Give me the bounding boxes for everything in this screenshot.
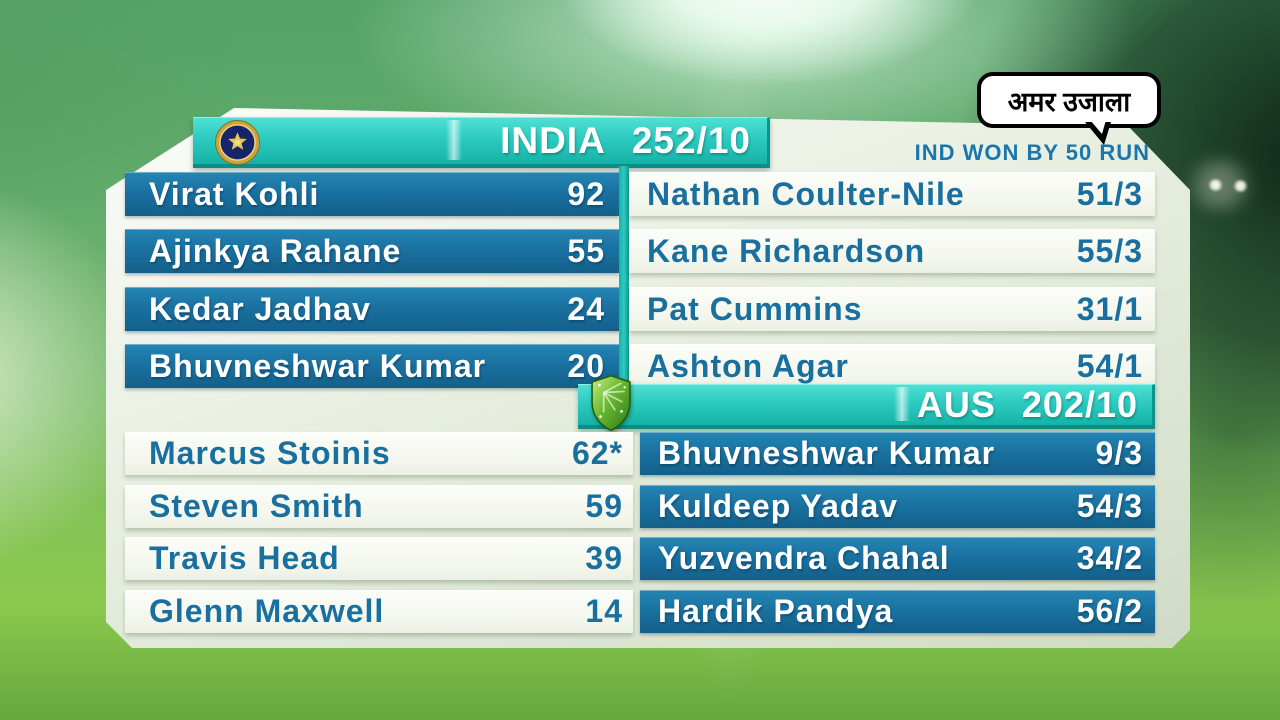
column-divider	[619, 166, 629, 386]
australia-team-name: AUS	[916, 384, 996, 425]
bowling-row: Pat Cummins 31/1	[629, 287, 1155, 331]
player-runs: 62*	[571, 435, 623, 471]
batting-row: Virat Kohli 92	[125, 172, 619, 216]
player-runs: 20	[567, 347, 605, 384]
bowler-figures: 31/1	[1076, 290, 1143, 327]
player-name: Glenn Maxwell	[149, 593, 385, 629]
player-name: Travis Head	[149, 540, 340, 576]
bowler-figures: 51/3	[1076, 175, 1143, 212]
player-runs: 14	[585, 593, 623, 629]
channel-logo-bubble: अमर उजाला	[977, 72, 1161, 145]
bowling-row: Ashton Agar 54/1	[629, 344, 1155, 388]
bowler-name: Kuldeep Yadav	[658, 488, 899, 524]
bowler-name: Bhuvneshwar Kumar	[658, 435, 996, 471]
india-header-bar: INDIA 252/10	[193, 117, 770, 168]
batting-row: Steven Smith 59	[125, 485, 633, 528]
channel-logo-text: अमर उजाला	[1007, 86, 1131, 117]
bcci-crest-icon	[214, 119, 261, 166]
gloss-highlight	[893, 387, 910, 421]
australia-score: 202/10	[1021, 384, 1138, 425]
player-runs: 59	[585, 488, 623, 524]
bowler-figures: 54/1	[1076, 347, 1143, 384]
bowler-name: Nathan Coulter-Nile	[647, 175, 965, 212]
player-runs: 92	[567, 175, 605, 212]
player-name: Virat Kohli	[149, 175, 320, 212]
bowler-figures: 34/2	[1076, 540, 1143, 576]
floodlight-icon	[1233, 180, 1248, 192]
bowler-name: Pat Cummins	[647, 290, 863, 327]
india-score: 252/10	[631, 120, 751, 161]
bowling-row: Kane Richardson 55/3	[629, 229, 1155, 273]
player-name: Ajinkya Rahane	[149, 232, 402, 269]
bowling-row: Hardik Pandya 56/2	[640, 590, 1155, 633]
bowling-row: Kuldeep Yadav 54/3	[640, 485, 1155, 528]
bowling-row: Nathan Coulter-Nile 51/3	[629, 172, 1155, 216]
speech-bubble-tail-inner	[1090, 120, 1106, 134]
batting-row: Ajinkya Rahane 55	[125, 229, 619, 273]
bowler-name: Ashton Agar	[647, 347, 849, 384]
australia-header-bar: AUS 202/10	[578, 384, 1155, 429]
player-runs: 24	[567, 290, 605, 327]
batting-row: Bhuvneshwar Kumar 20	[125, 344, 619, 388]
batting-row: Marcus Stoinis 62*	[125, 432, 633, 475]
floodlight-icon	[1208, 179, 1223, 191]
batting-row: Travis Head 39	[125, 537, 633, 580]
player-name: Marcus Stoinis	[149, 435, 391, 471]
bowling-row: Yuzvendra Chahal 34/2	[640, 537, 1155, 580]
bowler-name: Yuzvendra Chahal	[658, 540, 950, 576]
batting-row: Glenn Maxwell 14	[125, 590, 633, 633]
bowler-figures: 9/3	[1095, 435, 1143, 471]
bowler-figures: 55/3	[1076, 232, 1143, 269]
bowler-figures: 54/3	[1076, 488, 1143, 524]
gloss-highlight	[445, 120, 462, 160]
cricket-australia-shield-icon	[591, 374, 631, 432]
player-runs: 39	[585, 540, 623, 576]
batting-row: Kedar Jadhav 24	[125, 287, 619, 331]
bowler-figures: 56/2	[1076, 593, 1143, 629]
bowler-name: Hardik Pandya	[658, 593, 894, 629]
player-name: Kedar Jadhav	[149, 290, 371, 327]
bowling-row: Bhuvneshwar Kumar 9/3	[640, 432, 1155, 475]
player-runs: 55	[567, 232, 605, 269]
player-name: Steven Smith	[149, 488, 364, 524]
player-name: Bhuvneshwar Kumar	[149, 347, 487, 384]
india-team-name: INDIA	[500, 120, 606, 161]
bowler-name: Kane Richardson	[647, 232, 926, 269]
